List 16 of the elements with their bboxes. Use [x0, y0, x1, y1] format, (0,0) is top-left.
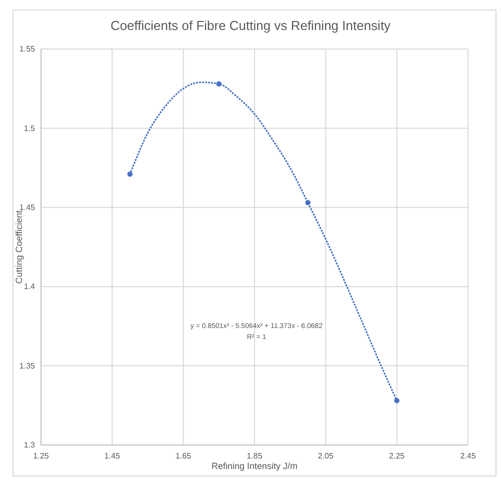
y-tick-label: 1.45	[19, 202, 36, 212]
x-tick-label: 1.25	[33, 452, 50, 461]
x-tick-label: 1.65	[176, 452, 192, 461]
y-tick-label: 1.35	[19, 361, 36, 370]
x-axis-title: Refining Intensity J/m	[211, 461, 298, 471]
x-tick-label: 1.85	[246, 452, 263, 461]
x-tick-label: 2.45	[460, 452, 476, 461]
y-tick-label: 1.4	[24, 282, 36, 292]
y-tick-label: 1.5	[24, 124, 36, 133]
x-tick-label: 2.05	[318, 452, 334, 461]
chart-title: Coefficients of Fibre Cutting vs Refining Intensity	[110, 18, 392, 33]
x-tick-label: 2.25	[389, 452, 406, 461]
y-tick-label: 1.55	[19, 44, 36, 54]
x-tick-label: 1.45	[104, 452, 120, 461]
y-tick-label: 1.3	[24, 440, 36, 450]
y-axis-title: Cutting Coefficient	[14, 210, 24, 284]
